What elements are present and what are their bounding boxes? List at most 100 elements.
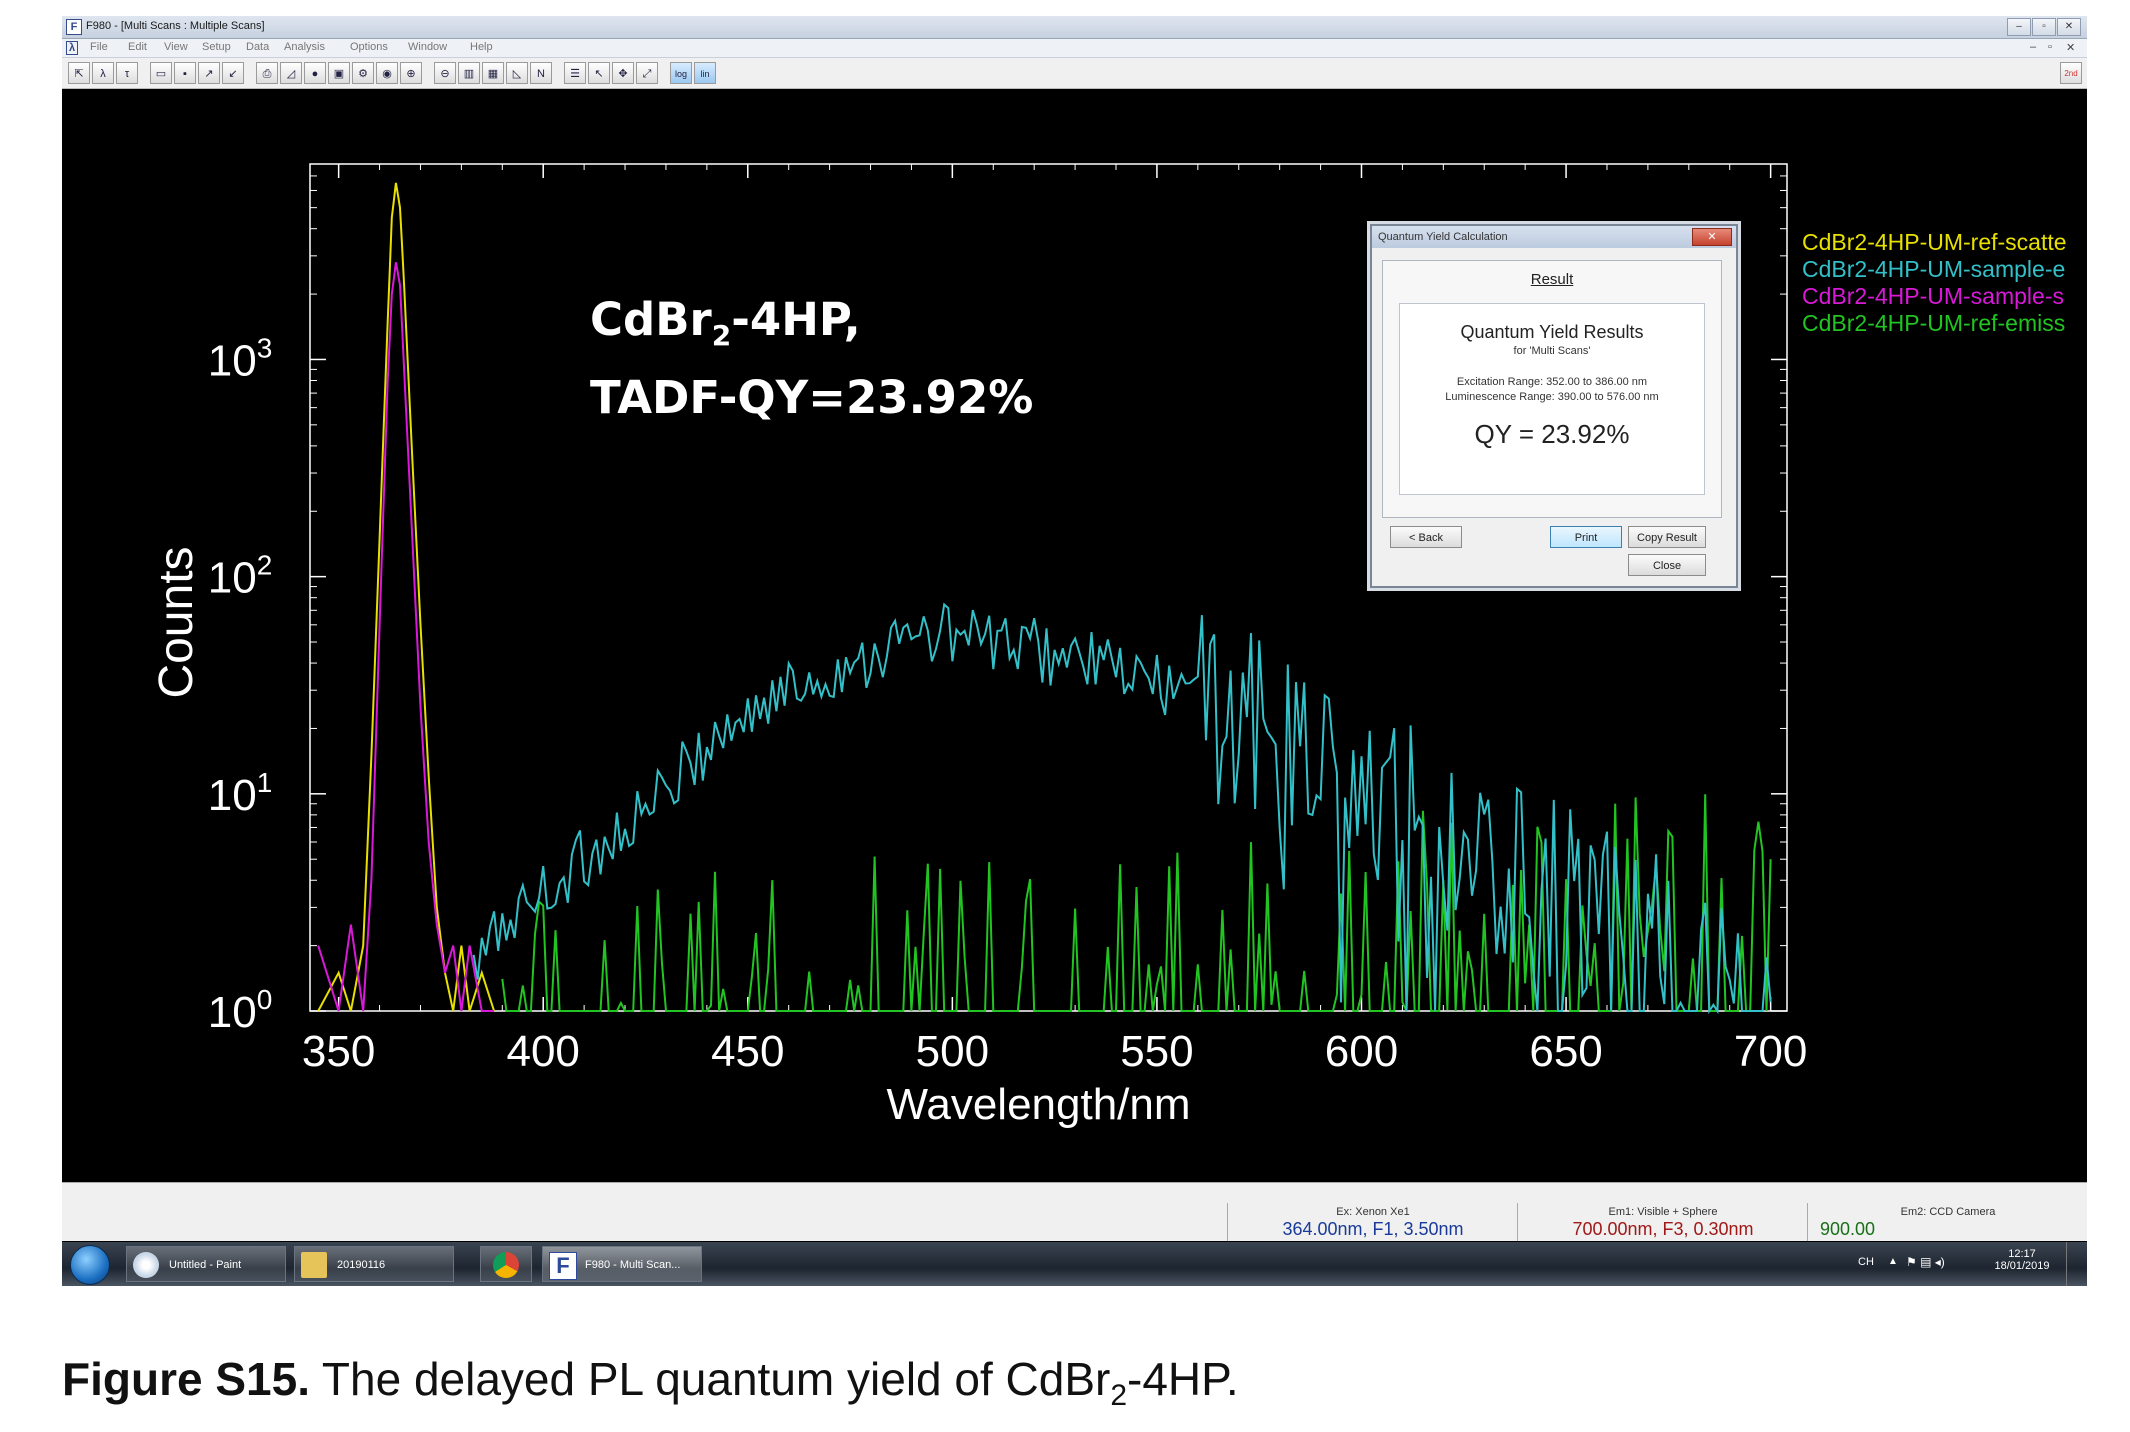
- qy-results-box: Quantum Yield Results for 'Multi Scans' …: [1399, 303, 1705, 495]
- chart-legend: CdBr2-4HP-UM-ref-scatte CdBr2-4HP-UM-samp…: [1802, 229, 2067, 337]
- menu-edit[interactable]: Edit: [128, 41, 147, 53]
- chart-icon[interactable]: ◿: [280, 62, 302, 84]
- paint-icon: [133, 1252, 159, 1278]
- status-emission-2: Em2: CCD Camera 900.00: [1807, 1203, 2087, 1241]
- legend-item-0: CdBr2-4HP-UM-ref-scatte: [1802, 229, 2067, 255]
- title-bar: F F980 - [Multi Scans : Multiple Scans] …: [62, 16, 2087, 39]
- minimize-button[interactable]: –: [2007, 18, 2031, 36]
- mdi-icon[interactable]: λ: [66, 41, 79, 55]
- taskbar-folder[interactable]: 20190116: [294, 1246, 454, 1282]
- dialog-close-button[interactable]: Close: [1628, 554, 1706, 576]
- qy-annotation: CdBr2-4HP, TADF-QY=23.92%: [590, 289, 1033, 429]
- move-icon[interactable]: ✥: [612, 62, 634, 84]
- export-icon[interactable]: ↗: [198, 62, 220, 84]
- normalize-icon[interactable]: N: [530, 62, 552, 84]
- chrome-icon: [493, 1252, 519, 1278]
- import-icon[interactable]: ↙: [222, 62, 244, 84]
- menu-options[interactable]: Options: [350, 41, 388, 53]
- table-icon[interactable]: ▦: [482, 62, 504, 84]
- menu-help[interactable]: Help: [470, 41, 493, 53]
- spectrum-chart: 350 400 450 500 550 600 650 700 100 101 102 103 Wave…: [150, 163, 1807, 1129]
- back-button[interactable]: < Back: [1390, 526, 1462, 548]
- mdi-close-button[interactable]: ✕: [2066, 42, 2076, 54]
- cursor-icon[interactable]: ↖: [588, 62, 610, 84]
- mdi-restore-button[interactable]: ▫: [2048, 41, 2052, 53]
- luminescence-range: Luminescence Range: 390.00 to 576.00 nm: [1445, 391, 1659, 403]
- save-icon[interactable]: ▪: [174, 62, 196, 84]
- x-tick-label: 600: [1325, 1027, 1398, 1076]
- print-button[interactable]: Print: [1550, 526, 1622, 548]
- right-badge-icon[interactable]: 2nd: [2060, 62, 2082, 84]
- series-line-1: [472, 602, 1772, 1015]
- clock-time: 12:17: [2008, 1248, 2036, 1260]
- tray-icons[interactable]: ⚑ ▤ ◂): [1906, 1255, 1945, 1269]
- show-desktop-button[interactable]: [2066, 1242, 2087, 1286]
- start-orb-icon[interactable]: [70, 1245, 110, 1285]
- zoom-in-icon[interactable]: ⊕: [400, 62, 422, 84]
- bar-chart-icon[interactable]: ▥: [458, 62, 480, 84]
- result-tab[interactable]: Result: [1530, 271, 1574, 288]
- plot-icon[interactable]: ◺: [506, 62, 528, 84]
- status-emission-1: Em1: Visible + Sphere 700.00nm, F3, 0.30…: [1517, 1203, 1808, 1241]
- figure-caption: Figure S15. The delayed PL quantum yield…: [62, 1353, 1239, 1413]
- taskbar-paint[interactable]: Untitled - Paint: [126, 1246, 286, 1282]
- fluor-icon[interactable]: ●: [304, 62, 326, 84]
- maximize-button[interactable]: ▫: [2032, 18, 2056, 36]
- result-panel: Result Quantum Yield Results for 'Multi …: [1382, 260, 1722, 518]
- menu-bar: λ File Edit View Setup Data Analysis Opt…: [62, 39, 2087, 58]
- y-axis-label: Counts: [150, 546, 203, 698]
- clock-date: 18/01/2019: [1994, 1260, 2050, 1272]
- zoom-out-icon[interactable]: ⊖: [434, 62, 456, 84]
- menu-view[interactable]: View: [164, 41, 188, 53]
- dialog-close-icon[interactable]: ✕: [1692, 228, 1732, 246]
- f980-icon: F: [549, 1252, 577, 1280]
- x-axis-label: Wavelength/nm: [886, 1080, 1190, 1129]
- taskbar: Untitled - Paint 20190116 F F980 - Multi…: [62, 1242, 2087, 1286]
- y-tick-label: 103: [208, 332, 273, 385]
- lambda-icon[interactable]: λ: [92, 62, 114, 84]
- copy-result-button[interactable]: Copy Result: [1628, 526, 1706, 548]
- app-screen: F F980 - [Multi Scans : Multiple Scans] …: [62, 16, 2087, 1286]
- record-icon[interactable]: ◉: [376, 62, 398, 84]
- qy-results-for: for 'Multi Scans': [1513, 345, 1591, 357]
- qy-value: QY = 23.92%: [1474, 419, 1630, 449]
- lin-icon[interactable]: lin: [694, 62, 716, 84]
- settings-icon[interactable]: ⚙: [352, 62, 374, 84]
- language-indicator[interactable]: CH: [1858, 1256, 1874, 1268]
- folder-icon: [301, 1252, 327, 1278]
- legend-item-2: CdBr2-4HP-UM-sample-s: [1802, 283, 2064, 309]
- print-icon[interactable]: ⎙: [256, 62, 278, 84]
- y-tick-label: 101: [208, 767, 273, 820]
- legend-item-3: CdBr2-4HP-UM-ref-emiss: [1802, 310, 2066, 336]
- tau-icon[interactable]: τ: [116, 62, 138, 84]
- toolbar: ⇱ λ τ ▭ ▪ ↗ ↙ ⎙ ◿ ● ▣ ⚙ ◉ ⊕ ⊖ ▥ ▦ ◺ N ☰ ↖ ✥ ⤢ log lin 2nd: [62, 58, 2087, 89]
- zoom-fit-icon[interactable]: ⇱: [68, 62, 90, 84]
- annotation-line-2: TADF-QY=23.92%: [590, 371, 1034, 424]
- menu-data[interactable]: Data: [246, 41, 270, 53]
- menu-file[interactable]: File: [90, 41, 108, 53]
- menu-setup[interactable]: Setup: [202, 41, 231, 53]
- properties-icon[interactable]: ☰: [564, 62, 586, 84]
- clock[interactable]: 12:17 18/01/2019: [1992, 1248, 2052, 1272]
- close-button[interactable]: ✕: [2057, 18, 2081, 36]
- sample-icon[interactable]: ▣: [328, 62, 350, 84]
- app-icon: F: [66, 19, 82, 35]
- fit-icon[interactable]: ⤢: [636, 62, 658, 84]
- qy-results-heading: Quantum Yield Results: [1460, 322, 1644, 342]
- series-line-0: [317, 182, 496, 1012]
- y-tick-label: 100: [208, 984, 273, 1037]
- menu-window[interactable]: Window: [408, 41, 448, 53]
- series-line-2: [317, 262, 495, 1012]
- mdi-minimize-button[interactable]: –: [2030, 41, 2037, 53]
- log-icon[interactable]: log: [670, 62, 692, 84]
- x-tick-label: 400: [506, 1027, 579, 1076]
- taskbar-f980[interactable]: F F980 - Multi Scan...: [542, 1246, 702, 1282]
- status-excitation: Ex: Xenon Xe1 364.00nm, F1, 3.50nm: [1227, 1203, 1518, 1241]
- x-tick-label: 550: [1120, 1027, 1193, 1076]
- x-tick-label: 700: [1734, 1027, 1807, 1076]
- tray-arrow-icon[interactable]: ▲: [1888, 1256, 1898, 1267]
- open-icon[interactable]: ▭: [150, 62, 172, 84]
- taskbar-chrome[interactable]: [480, 1246, 532, 1282]
- status-bar: Ex: Xenon Xe1 364.00nm, F1, 3.50nm Em1: …: [62, 1182, 2087, 1241]
- menu-analysis[interactable]: Analysis: [284, 41, 325, 53]
